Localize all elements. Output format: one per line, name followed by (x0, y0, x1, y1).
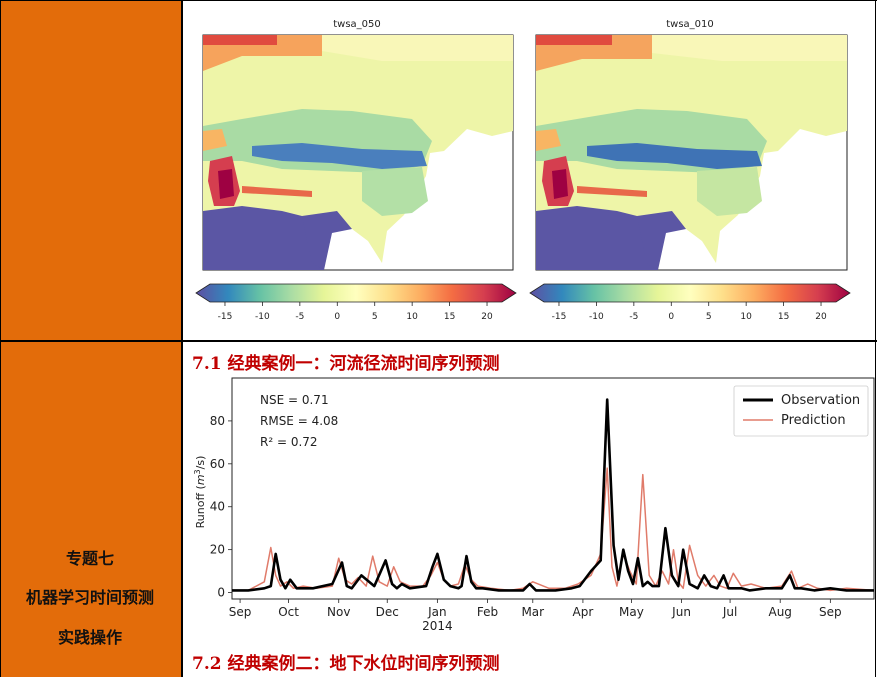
x-tick-label: Nov (327, 605, 350, 619)
x-tick-label: Jul (722, 605, 737, 619)
colorbar-tick-label: 0 (668, 312, 674, 322)
y-tick-label: 0 (217, 586, 225, 600)
table-border-divider (181, 0, 183, 677)
table-border-middle (0, 340, 877, 342)
x-tick-label: Jun (671, 605, 691, 619)
series-observation-line (232, 398, 874, 592)
table-border-right (875, 0, 876, 677)
x-tick-label: Mar (521, 605, 544, 619)
x-tick-label: May (619, 605, 644, 619)
annotation-r2: R² = 0.72 (260, 435, 318, 449)
annotation-rmse: RMSE = 4.08 (260, 414, 338, 428)
x-tick-label: Sep (819, 605, 842, 619)
x-year-label: 2014 (422, 619, 453, 633)
colorbar-tick-label: 15 (444, 312, 455, 322)
x-tick-label: Aug (768, 605, 791, 619)
y-tick-label: 80 (210, 414, 225, 428)
colorbar-tick-label: -15 (552, 312, 567, 322)
table-border-left (0, 0, 1, 677)
colorbar-tick-label: 20 (815, 312, 827, 322)
colorbar-tick-label: 15 (778, 312, 789, 322)
colorbar-tick-label: 10 (740, 312, 752, 322)
x-tick-label: Dec (376, 605, 399, 619)
colorbar-tick-label: 10 (406, 312, 418, 322)
colorbar-2 (529, 283, 851, 303)
section-title-1: 7.1 经典案例一：河流径流时间序列预测 (192, 354, 500, 374)
y-tick-label: 40 (210, 500, 225, 514)
colorbar-tick-label: -10 (255, 312, 270, 322)
x-tick-label: Apr (573, 605, 594, 619)
map-title-2: twsa_010 (666, 19, 714, 30)
table-border-top (0, 0, 877, 1)
topic-label: 专题七 (65, 549, 114, 568)
annotation-nse: NSE = 0.71 (260, 393, 329, 407)
colorbar-tick-label: -5 (295, 312, 304, 322)
map-title-1: twsa_050 (333, 19, 381, 30)
legend-observation: Observation (781, 393, 860, 408)
topic-subtitle: 机器学习时间预测 (25, 588, 154, 607)
y-tick-label: 20 (210, 543, 225, 557)
x-tick-label: Oct (278, 605, 299, 619)
colorbar-tick-label: 5 (372, 312, 378, 322)
y-tick-label: 60 (210, 457, 225, 471)
map-panel-1 (202, 34, 514, 271)
colorbar-tick-label: 5 (706, 312, 712, 322)
x-tick-label: Sep (229, 605, 252, 619)
colorbar-tick-label: 0 (334, 312, 340, 322)
colorbar-tick-label: 20 (481, 312, 493, 322)
colorbar-tick-label: -15 (218, 312, 233, 322)
sidebar-cell-top (1, 1, 181, 340)
legend: Observation Prediction (733, 385, 869, 437)
map-figure: twsa_050 twsa_010 (195, 19, 851, 322)
colorbar-tick-label: -5 (629, 312, 638, 322)
colorbar-1 (195, 283, 517, 303)
x-tick-label: Jan (427, 605, 447, 619)
legend-prediction: Prediction (781, 413, 846, 428)
colorbar-tick-label: -10 (589, 312, 604, 322)
map-panel-2 (535, 34, 848, 271)
x-tick-label: Feb (477, 605, 498, 619)
runoff-chart: 0 20 40 60 80 Sep Oct Nov Dec Jan Feb Mar Apr May Jun… (193, 377, 875, 633)
topic-practice: 实践操作 (57, 628, 122, 647)
sidebar-cell-bottom (1, 342, 181, 677)
section-title-2: 7.2 经典案例二：地下水位时间序列预测 (192, 654, 500, 674)
y-axis-label: Runoff (m3/s) (193, 456, 208, 529)
